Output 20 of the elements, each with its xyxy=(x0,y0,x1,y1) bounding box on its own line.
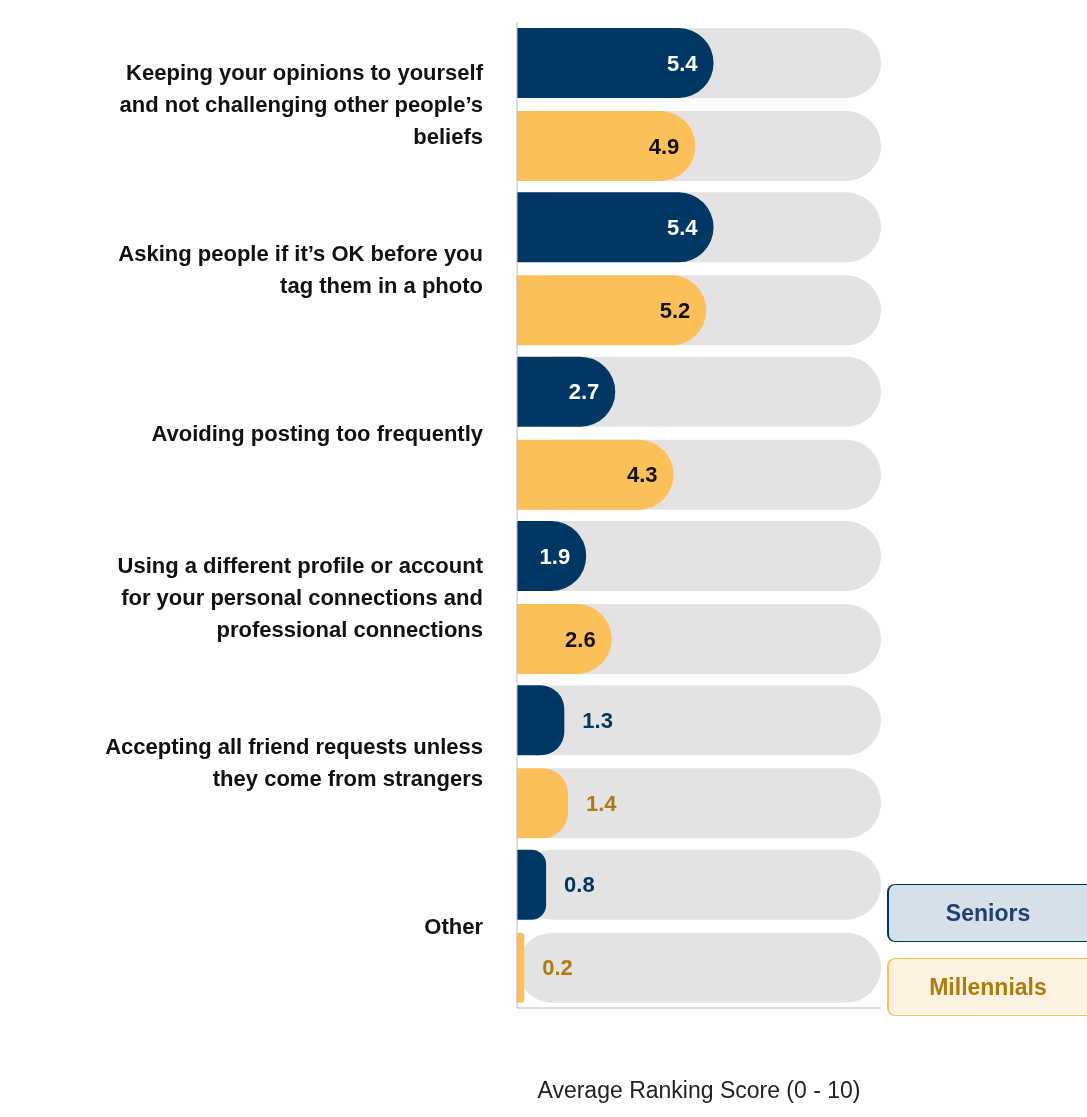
data-label: 5.4 xyxy=(666,50,699,76)
y-tick-label: Accepting all friend requests unless they come from strangers xyxy=(105,733,483,790)
y-tick-label: Asking people if it’s OK before you tag them in a photo xyxy=(118,240,483,297)
data-label: 5.2 xyxy=(659,297,691,323)
bar xyxy=(517,849,547,920)
y-tick-label: Using a different profile or account for your personal connections and professional connections xyxy=(117,552,484,642)
data-label: 2.6 xyxy=(565,626,596,652)
data-label: 1.3 xyxy=(582,707,613,733)
data-label: 2.7 xyxy=(568,379,600,405)
data-label: 1.9 xyxy=(539,543,571,569)
data-label: 0.8 xyxy=(564,872,595,898)
data-label: 5.4 xyxy=(666,214,699,240)
data-label: 4.3 xyxy=(626,462,658,488)
y-tick-label: Other xyxy=(424,913,484,939)
data-label: 0.2 xyxy=(542,955,573,981)
data-label: 4.9 xyxy=(648,133,680,159)
y-tick-label: Keeping your opinions to yourself and not challenging other people’s beliefs xyxy=(119,59,484,149)
data-label: 1.4 xyxy=(585,790,618,816)
y-tick-label: Avoiding posting too frequently xyxy=(151,420,484,446)
x-axis-title: Average Ranking Score (0 - 10) xyxy=(537,1077,861,1103)
